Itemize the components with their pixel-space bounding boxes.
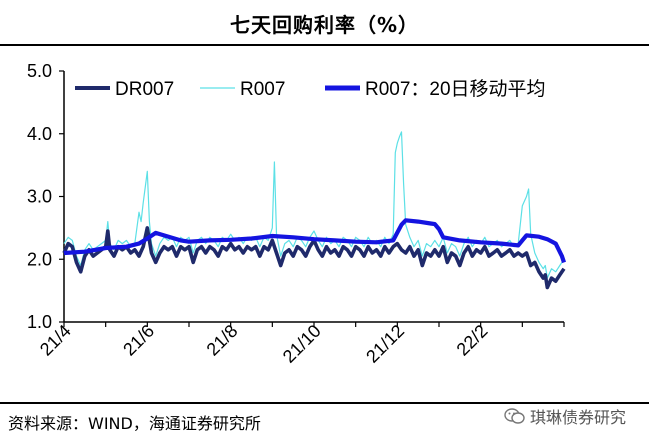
x-tick-label: 21/12 [362,321,408,367]
footer-divider [0,402,649,404]
x-tick-label: 22/2 [453,321,492,360]
series-layer [62,131,566,290]
chart-title: 七天回购利率（%） [229,13,420,37]
wechat-icon [504,408,525,424]
y-tick-label: 4.0 [27,124,52,144]
legend: DR007 R007 R007：20日移动平均 [75,78,546,100]
x-tick-label: 21/10 [279,321,325,367]
legend-label: R007：20日移动平均 [365,78,546,100]
source-note: 资料来源：WIND，海通证券研究所 [8,414,261,433]
watermark: 琪琳债券研究 [504,404,626,428]
y-tick-label: 2.0 [27,249,52,269]
y-tick-label: 5.0 [27,61,52,81]
series-line-0 [62,226,566,290]
legend-label: DR007 [115,79,174,100]
axes: 1.02.03.04.05.021/4 21/6 21/8 21/10 21/12 22/… [27,61,565,367]
series-line-2 [63,218,566,264]
x-tick-label: 21/6 [119,321,158,360]
y-tick-label: 3.0 [27,187,52,207]
title-bar: 七天回购利率（%） [0,0,649,46]
watermark-text: 琪琳债券研究 [530,408,627,427]
x-tick-label: 21/8 [203,321,242,360]
legend-label: R007 [240,79,285,100]
chart: 1.02.03.04.05.021/4 21/6 21/8 21/10 21/12 22/… [27,61,566,367]
y-tick-label: 1.0 [27,312,52,332]
